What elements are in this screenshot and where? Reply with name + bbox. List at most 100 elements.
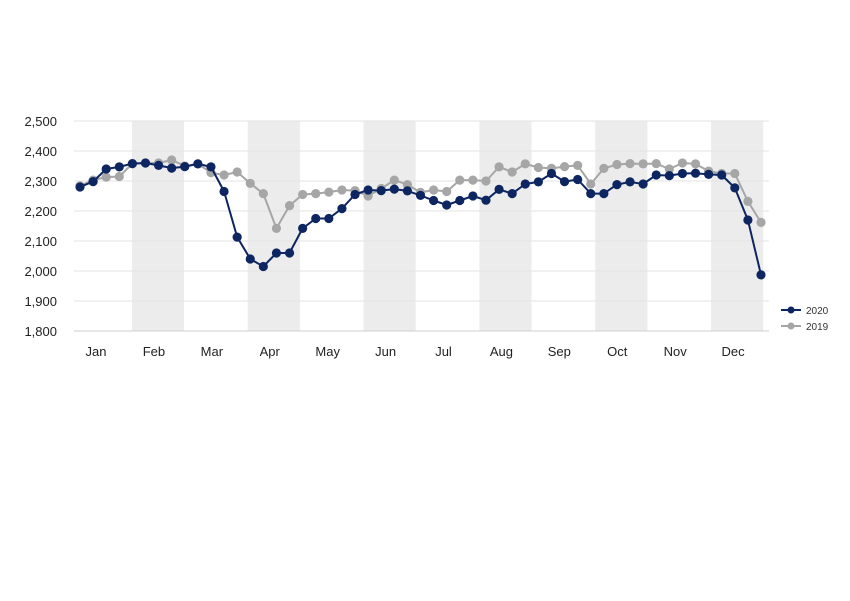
data-point xyxy=(520,179,530,189)
shade-band-dec xyxy=(711,121,764,331)
y-tick-label: 2,400 xyxy=(24,144,57,159)
data-point xyxy=(167,155,177,165)
x-tick-label: Dec xyxy=(722,344,746,359)
data-point xyxy=(507,189,517,199)
data-point xyxy=(455,195,465,206)
data-point xyxy=(219,170,229,180)
x-tick-label: May xyxy=(315,344,340,359)
data-point xyxy=(664,171,674,181)
data-point xyxy=(180,162,190,172)
data-point xyxy=(546,168,557,179)
data-point xyxy=(481,176,491,186)
data-point xyxy=(311,213,321,224)
data-point xyxy=(625,159,635,169)
data-point xyxy=(206,162,216,172)
data-point xyxy=(284,201,295,211)
data-point xyxy=(494,162,504,172)
y-tick-label: 2,500 xyxy=(24,114,57,129)
data-point xyxy=(704,169,714,179)
data-point xyxy=(258,261,268,272)
data-point xyxy=(481,195,491,205)
legend: 2020 2019 xyxy=(781,306,829,333)
shade-band-feb xyxy=(131,121,185,331)
data-point xyxy=(298,189,308,200)
data-point xyxy=(232,167,242,177)
data-point xyxy=(127,159,137,169)
x-tick-label: Jan xyxy=(86,344,107,359)
data-point xyxy=(599,163,609,173)
data-point xyxy=(743,215,753,225)
data-point xyxy=(232,232,242,242)
data-point xyxy=(756,270,766,280)
legend-item-2020: 2020 xyxy=(781,306,829,317)
data-point xyxy=(586,189,596,199)
gridlines xyxy=(74,120,769,332)
data-point xyxy=(114,162,124,172)
data-point xyxy=(337,204,347,214)
data-point xyxy=(664,164,674,174)
data-point xyxy=(271,223,282,233)
y-tick-label: 2,200 xyxy=(24,204,57,219)
y-axis: 1,800 1,900 2,000 2,100 2,200 2,300 2,400 2,500 xyxy=(24,114,57,339)
y-tick-label: 1,800 xyxy=(24,324,57,339)
y-tick-label: 2,000 xyxy=(24,264,57,279)
data-point xyxy=(625,177,635,187)
data-point xyxy=(284,248,295,258)
x-tick-label: Apr xyxy=(260,344,281,359)
data-point xyxy=(612,180,622,190)
data-point xyxy=(153,160,164,170)
x-tick-label: Aug xyxy=(490,344,513,359)
data-point xyxy=(337,185,347,195)
data-point xyxy=(324,187,334,197)
data-point xyxy=(402,180,413,190)
data-point xyxy=(167,163,177,173)
data-point xyxy=(690,159,701,169)
data-point xyxy=(533,177,543,187)
legend-item-2019: 2019 xyxy=(781,322,829,333)
data-point xyxy=(468,175,478,185)
data-point xyxy=(717,170,727,180)
data-point xyxy=(389,184,399,194)
data-point xyxy=(101,172,111,182)
data-point xyxy=(468,191,478,201)
x-tick-label: Nov xyxy=(664,344,688,359)
data-point xyxy=(756,217,766,227)
x-tick-label: Oct xyxy=(607,344,628,359)
data-point xyxy=(75,182,85,192)
data-point xyxy=(350,189,360,200)
data-point xyxy=(402,186,413,196)
data-point xyxy=(193,159,203,169)
y-tick-label: 1,900 xyxy=(24,294,57,309)
data-point xyxy=(245,178,255,188)
data-point xyxy=(677,158,688,168)
data-point xyxy=(677,168,688,179)
legend-swatch-marker xyxy=(787,306,795,314)
data-point xyxy=(730,183,740,193)
y-tick-label: 2,100 xyxy=(24,234,57,249)
data-point xyxy=(612,159,622,170)
x-tick-label: Mar xyxy=(201,344,224,359)
month-shading-bands xyxy=(131,121,764,331)
data-point xyxy=(114,171,124,182)
data-point xyxy=(455,175,465,185)
data-point xyxy=(690,168,701,178)
data-point xyxy=(311,189,321,199)
legend-swatch-marker xyxy=(787,322,795,330)
data-point xyxy=(533,162,543,173)
data-point xyxy=(428,185,439,195)
data-point xyxy=(324,213,334,224)
data-point xyxy=(363,185,373,195)
data-point xyxy=(599,189,609,199)
series-2020 xyxy=(75,158,766,280)
data-point xyxy=(258,189,268,199)
data-point xyxy=(376,186,386,196)
data-point xyxy=(559,177,570,187)
data-point xyxy=(88,177,98,187)
x-tick-label: Jul xyxy=(435,344,452,359)
x-axis: Jan Feb Mar Apr May Jun Jul Aug Sep Oct Nov Dec xyxy=(86,344,746,359)
data-point xyxy=(573,160,583,170)
data-point xyxy=(743,196,753,206)
shade-band-aug xyxy=(479,121,532,331)
data-point xyxy=(520,159,530,169)
